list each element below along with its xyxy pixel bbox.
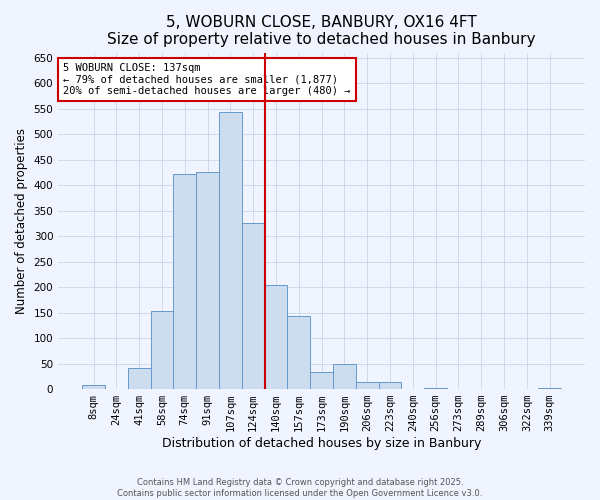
- Bar: [356, 382, 379, 389]
- Bar: [287, 316, 310, 389]
- Bar: [333, 364, 356, 389]
- Text: 5 WOBURN CLOSE: 137sqm
← 79% of detached houses are smaller (1,877)
20% of semi-: 5 WOBURN CLOSE: 137sqm ← 79% of detached…: [64, 63, 351, 96]
- X-axis label: Distribution of detached houses by size in Banbury: Distribution of detached houses by size …: [162, 437, 481, 450]
- Text: Contains HM Land Registry data © Crown copyright and database right 2025.
Contai: Contains HM Land Registry data © Crown c…: [118, 478, 482, 498]
- Bar: [219, 112, 242, 389]
- Y-axis label: Number of detached properties: Number of detached properties: [15, 128, 28, 314]
- Bar: [424, 388, 447, 389]
- Bar: [128, 368, 151, 389]
- Bar: [538, 388, 561, 389]
- Bar: [265, 284, 287, 389]
- Title: 5, WOBURN CLOSE, BANBURY, OX16 4FT
Size of property relative to detached houses : 5, WOBURN CLOSE, BANBURY, OX16 4FT Size …: [107, 15, 536, 48]
- Bar: [310, 372, 333, 389]
- Bar: [242, 224, 265, 389]
- Bar: [82, 385, 105, 389]
- Bar: [151, 311, 173, 389]
- Bar: [379, 382, 401, 389]
- Bar: [196, 172, 219, 389]
- Bar: [173, 174, 196, 389]
